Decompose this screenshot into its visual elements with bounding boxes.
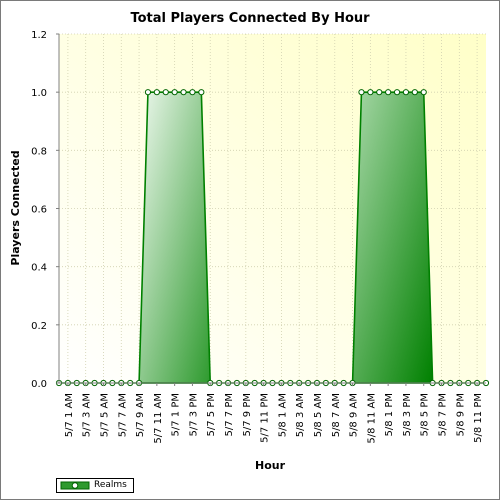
- y-axis-label: Players Connected: [9, 150, 22, 265]
- area-segment: [138, 91, 212, 384]
- x-tick-label: 5/8 9 PM: [455, 393, 466, 436]
- y-tick-label: 1.2: [31, 30, 47, 41]
- data-point: [376, 89, 383, 96]
- data-point: [171, 89, 178, 96]
- y-tick-labels: 0.0 0.2 0.4 0.6 0.8 1.0 1.2: [31, 30, 59, 390]
- x-tick-label: 5/7 11 PM: [260, 393, 271, 443]
- x-tick-label: 5/8 11 AM: [366, 393, 377, 444]
- x-tick-label: 5/8 5 AM: [313, 393, 324, 437]
- x-tick-label: 5/7 7 AM: [117, 393, 128, 437]
- y-tick-label: 0.8: [31, 146, 47, 157]
- x-tick-label: 5/8 7 PM: [438, 393, 449, 436]
- data-point: [180, 89, 187, 96]
- x-tick-label: 5/8 3 PM: [402, 393, 413, 436]
- x-tick-label: 5/7 1 PM: [171, 393, 182, 436]
- x-tick-label: 5/8 3 AM: [295, 393, 306, 437]
- x-tick-label: 5/7 1 AM: [64, 393, 75, 437]
- chart-title: Total Players Connected By Hour: [130, 11, 370, 26]
- legend-label-realms: Realms: [94, 480, 127, 490]
- legend: Realms: [56, 478, 134, 493]
- data-point: [153, 89, 160, 96]
- y-tick-label: 0.4: [31, 263, 47, 274]
- x-tick-label: 5/7 9 PM: [242, 393, 253, 436]
- data-point: [189, 89, 196, 96]
- area-series: [59, 91, 486, 384]
- x-tick-label: 5/8 1 PM: [384, 393, 395, 436]
- y-tick-label: 0.2: [31, 321, 47, 332]
- x-tick-label: 5/7 7 PM: [224, 393, 235, 436]
- data-point: [411, 89, 418, 96]
- x-tick-label: 5/8 5 PM: [420, 393, 431, 436]
- x-tick-label: 5/8 1 AM: [277, 393, 288, 437]
- x-tick-labels: 5/7 1 AM 5/7 3 AM 5/7 5 AM 5/7 7 AM 5/7 9 AM…: [64, 383, 484, 444]
- data-point: [198, 89, 205, 96]
- x-tick-label: 5/7 5 AM: [99, 393, 110, 437]
- y-tick-label: 1.0: [31, 88, 47, 99]
- x-tick-label: 5/8 11 PM: [473, 393, 484, 443]
- x-tick-label: 5/7 11 AM: [153, 393, 164, 444]
- data-point: [385, 89, 392, 96]
- data-point: [144, 89, 152, 96]
- data-point: [402, 89, 410, 96]
- y-tick-label: 0.6: [31, 205, 47, 216]
- data-point: [420, 89, 427, 96]
- legend-swatch-realms: [60, 481, 90, 490]
- x-tick-label: 5/7 9 AM: [135, 393, 146, 437]
- x-tick-label: 5/7 3 AM: [82, 393, 93, 437]
- y-tick-label: 0.0: [31, 379, 47, 390]
- x-tick-label: 5/7 3 PM: [188, 393, 199, 436]
- x-tick-label: 5/8 7 AM: [331, 393, 342, 437]
- area-segment: [351, 91, 434, 384]
- x-tick-label: 5/8 9 AM: [349, 393, 360, 437]
- data-point: [162, 89, 169, 96]
- x-axis-label: Hour: [255, 459, 286, 472]
- x-tick-label: 5/7 5 PM: [206, 393, 217, 436]
- data-point: [358, 89, 365, 96]
- data-point: [393, 89, 401, 96]
- data-point: [367, 89, 374, 96]
